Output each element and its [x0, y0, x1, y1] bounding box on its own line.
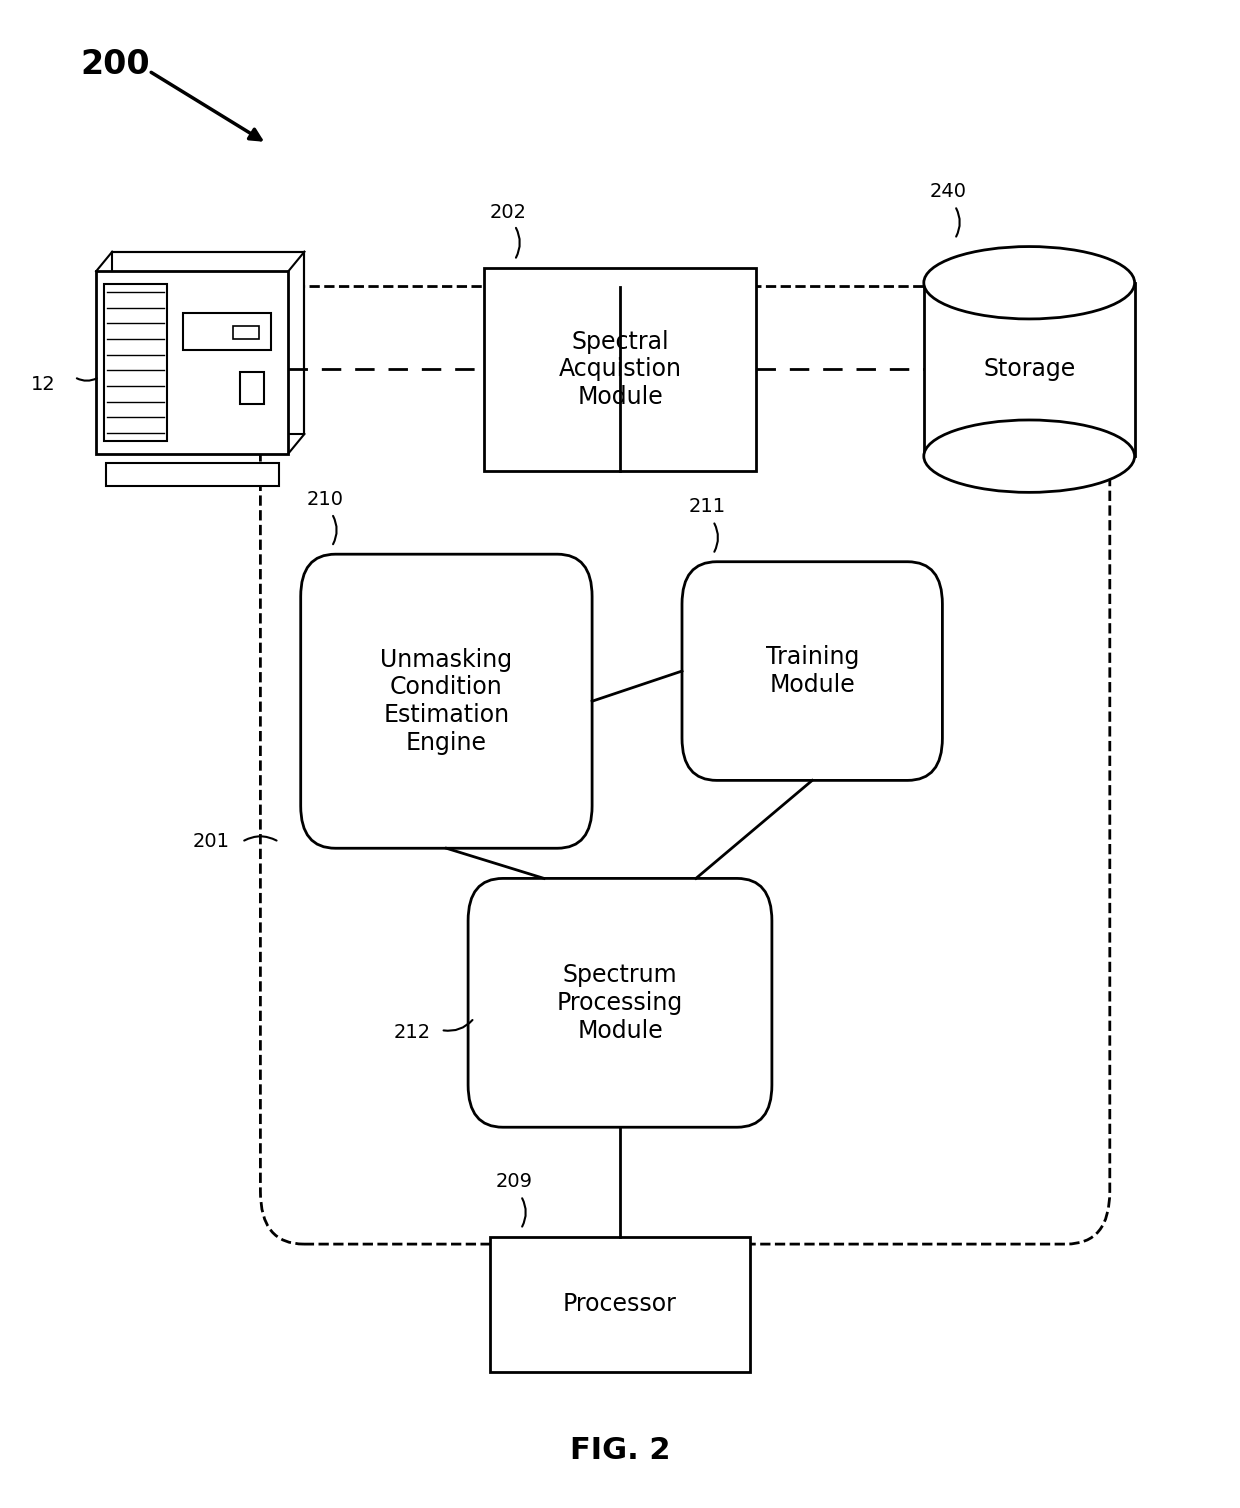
- Ellipse shape: [924, 421, 1135, 493]
- Bar: [104, 284, 167, 440]
- Text: Training
Module: Training Module: [765, 645, 859, 697]
- Text: 12: 12: [31, 375, 56, 394]
- Text: FIG. 2: FIG. 2: [569, 1436, 671, 1466]
- Text: Unmasking
Condition
Estimation
Engine: Unmasking Condition Estimation Engine: [381, 647, 512, 756]
- Bar: [924, 284, 1135, 457]
- Bar: [112, 252, 304, 434]
- Text: Spectrum
Processing
Module: Spectrum Processing Module: [557, 964, 683, 1042]
- Bar: [241, 371, 264, 404]
- Bar: [105, 463, 279, 486]
- Text: 209: 209: [496, 1172, 533, 1191]
- FancyBboxPatch shape: [300, 555, 593, 847]
- FancyBboxPatch shape: [469, 878, 771, 1128]
- Text: 240: 240: [930, 182, 967, 202]
- FancyBboxPatch shape: [490, 1237, 750, 1372]
- Text: Storage: Storage: [983, 357, 1075, 382]
- Text: 212: 212: [394, 1024, 432, 1042]
- Text: 210: 210: [306, 490, 343, 508]
- Bar: [97, 271, 288, 454]
- Text: 211: 211: [688, 498, 725, 516]
- FancyBboxPatch shape: [260, 287, 1110, 1244]
- Bar: [233, 326, 259, 339]
- FancyBboxPatch shape: [682, 561, 942, 781]
- Text: Spectral
Acquistion
Module: Spectral Acquistion Module: [558, 330, 682, 409]
- Text: 201: 201: [192, 832, 229, 852]
- FancyBboxPatch shape: [484, 268, 756, 470]
- Bar: [182, 314, 272, 350]
- Text: Processor: Processor: [563, 1292, 677, 1316]
- Text: 202: 202: [490, 204, 527, 222]
- Ellipse shape: [924, 247, 1135, 320]
- Text: 200: 200: [81, 48, 150, 81]
